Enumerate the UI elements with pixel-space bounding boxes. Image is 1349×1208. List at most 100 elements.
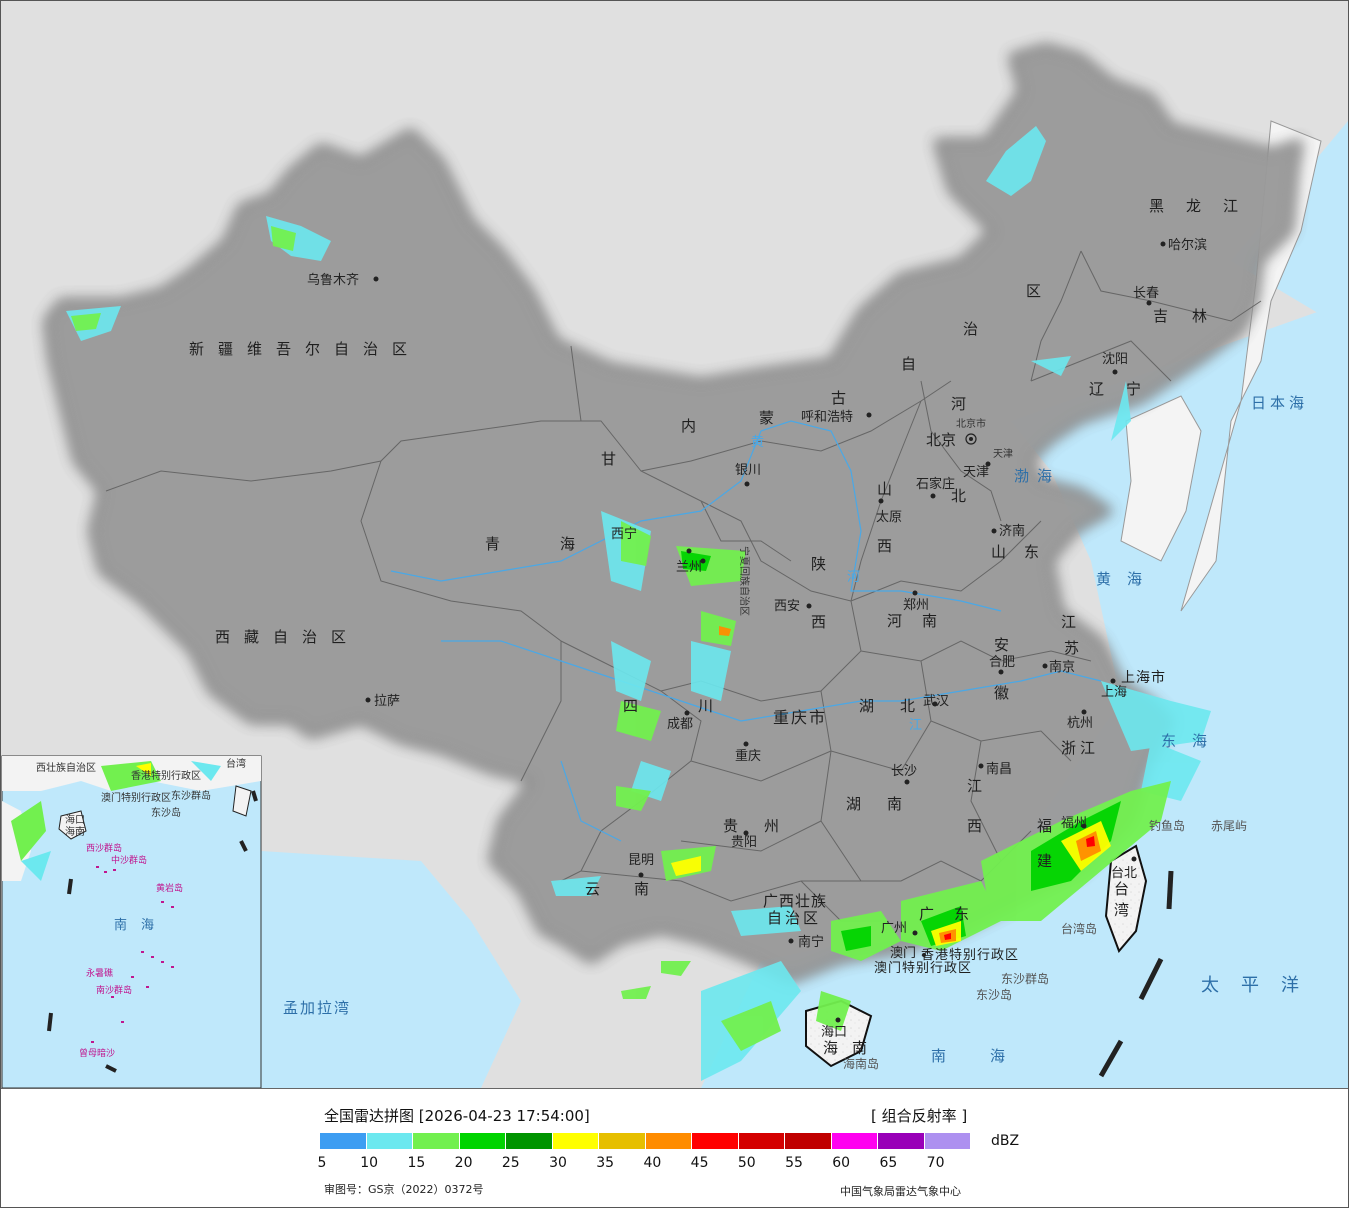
svg-text:兰州: 兰州 [676, 560, 702, 575]
label-neimenggu-2: 蒙 [759, 409, 788, 427]
city-jinan: 济南 [991, 523, 1025, 539]
svg-text:哈尔滨: 哈尔滨 [1168, 237, 1207, 253]
label-henan: 河南 [887, 612, 957, 630]
scale-tick-label: 60 [832, 1155, 851, 1171]
svg-text:太原: 太原 [876, 510, 902, 525]
inset-label-yongshu: 永暑礁 [86, 967, 113, 979]
scale-tick-label: 40 [643, 1155, 662, 1171]
inset-label-dongsha-dao: 东沙岛 [151, 806, 181, 819]
label-chongqing: 重庆市 [773, 708, 827, 727]
city-nanchang: 南昌 [978, 761, 1012, 777]
svg-text:济南: 济南 [999, 523, 1025, 539]
scale-tick-label: 10 [360, 1155, 379, 1171]
label-hainan: 海南 [823, 1039, 881, 1057]
scale-swatch [599, 1133, 646, 1149]
label-yunnan: 云南 [585, 880, 683, 898]
svg-text:杭州: 杭州 [1067, 716, 1093, 731]
scale-swatch [552, 1133, 599, 1149]
label-neimenggu-3: 古 [831, 389, 860, 407]
province-borders [105, 250, 1262, 922]
scale-swatch [924, 1133, 971, 1149]
scale-swatch [645, 1133, 692, 1149]
svg-text:西宁: 西宁 [611, 526, 637, 542]
bengal-bay [261, 851, 521, 1088]
city-yinchuan: 银川 [735, 463, 761, 487]
map-svg: 新疆维吾尔自治区 西藏自治区 青海 甘 内 蒙 古 自 治 区 黑龙江 吉林 辽… [1, 1, 1348, 1088]
city-nanning: 南宁 [788, 934, 824, 950]
svg-text:呼和浩特: 呼和浩特 [801, 410, 853, 425]
svg-text:沈阳: 沈阳 [1102, 352, 1128, 367]
svg-text:北京: 北京 [926, 431, 956, 449]
label-guangdong: 广东 [919, 905, 989, 923]
label-hubei: 湖北 [859, 697, 941, 715]
city-guangzhou: 广州 [881, 921, 918, 936]
south-china-sea-inset: 南海 海口 海南 澳门特别行政区 香港特别行政区 西壮族自治区 台湾 东沙群岛 … [1, 755, 262, 1088]
inset-label-hainan: 海南 [65, 825, 85, 838]
label-jiangsu-1: 江 [1061, 613, 1090, 631]
approval-number: 审图号：GS京（2022）0372号 [324, 1183, 484, 1196]
svg-text:昆明: 昆明 [628, 853, 654, 868]
inset-label-xisha: 西沙群岛 [86, 842, 122, 854]
label-shanxi-1: 山 [877, 480, 906, 498]
scale-swatch [831, 1133, 878, 1149]
svg-text:银川: 银川 [735, 463, 761, 478]
city-urumqi: 乌鲁木齐 [307, 272, 379, 288]
scale-tick-label: 20 [454, 1155, 473, 1171]
label-liaoning: 辽宁 [1089, 380, 1163, 398]
svg-text:上海: 上海 [1101, 685, 1127, 700]
color-scale [320, 1133, 971, 1149]
scale-swatch [878, 1133, 925, 1149]
label-neimenggu-4: 自 [901, 355, 930, 373]
inset-label-zengmu: 曾母暗沙 [79, 1047, 115, 1059]
label-tianjin-small: 天津 [993, 448, 1013, 460]
city-xian: 西安 [774, 599, 812, 614]
scale-ticks: 5 10 15 20 25 30 35 40 45 50 55 60 65 70 [1, 1155, 1348, 1175]
scale-swatch [413, 1133, 460, 1149]
label-guangxi-1: 广西壮族 [763, 892, 827, 910]
city-guiyang: 贵阳 [731, 830, 757, 850]
city-shijiazhuang: 石家庄 [916, 476, 955, 499]
svg-text:重庆: 重庆 [735, 748, 761, 764]
city-chongqing: 重庆 [735, 741, 761, 764]
city-chengdu: 成都 [667, 710, 693, 732]
city-beijing: 北京 [926, 431, 977, 449]
province-labels: 新疆维吾尔自治区 西藏自治区 青海 甘 内 蒙 古 自 治 区 黑龙江 吉林 辽… [189, 197, 1260, 1057]
city-shanghai: 上海 [1101, 678, 1127, 700]
label-shandong: 山东 [991, 543, 1057, 561]
city-haikou: 海口 [821, 1017, 847, 1040]
label-neimenggu-1: 内 [681, 417, 710, 435]
scale-swatch [366, 1133, 413, 1149]
label-jiangxi-2: 西 [967, 817, 996, 835]
label-taiwan-dao: 台湾岛 [1061, 921, 1097, 936]
city-xining: 西宁 [611, 526, 692, 554]
city-changchun: 长春 [1133, 286, 1159, 306]
scale-tick-label: 30 [549, 1155, 567, 1171]
label-taipingyang: 太平洋 [1201, 975, 1321, 996]
legend-title: 全国雷达拼图 [2026-04-23 17:54:00] [324, 1107, 590, 1125]
legend-unit: dBZ [991, 1133, 1020, 1149]
label-taiwan-1: 台 [1114, 880, 1143, 898]
svg-text:郑州: 郑州 [903, 598, 929, 613]
svg-text:福州: 福州 [1061, 816, 1087, 831]
rivers [390, 420, 1102, 842]
city-hefei: 合肥 [989, 655, 1015, 675]
label-riben-hai: 日本海 [1251, 394, 1308, 412]
label-he: 河 [847, 570, 860, 585]
scale-tick-label: 55 [785, 1155, 803, 1171]
city-fuzhou: 福州 [1061, 816, 1087, 831]
city-kunming: 昆明 [628, 853, 654, 878]
label-dongsha-qundao: 东沙群岛 [1001, 971, 1049, 986]
scale-swatch [692, 1133, 739, 1149]
svg-text:武汉: 武汉 [923, 694, 949, 709]
label-anhui-1: 安 [994, 636, 1023, 654]
label-macau: 澳门特别行政区 [874, 960, 972, 976]
label-chiwei: 赤尾屿 [1211, 819, 1247, 833]
city-hohhot: 呼和浩特 [801, 410, 872, 425]
label-hebei-2: 北 [951, 487, 980, 505]
label-beijing-small: 北京市 [956, 417, 986, 430]
city-wuhan: 武汉 [923, 694, 949, 709]
credit-text: 中国气象局雷达气象中心 [840, 1185, 961, 1198]
label-diaoyu: 钓鱼岛 [1149, 818, 1185, 833]
label-heilongjiang: 黑龙江 [1149, 197, 1260, 215]
scale-swatch [738, 1133, 785, 1149]
